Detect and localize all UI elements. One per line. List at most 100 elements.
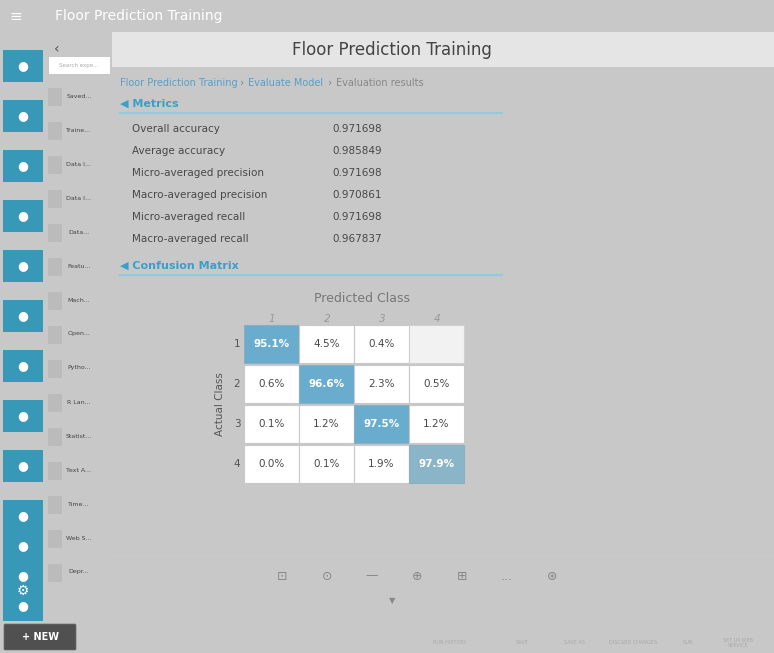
Text: 0.971698: 0.971698 [332,168,382,178]
Text: 0.971698: 0.971698 [332,124,382,134]
Text: ●: ● [18,259,29,272]
FancyBboxPatch shape [3,100,43,132]
FancyBboxPatch shape [48,258,62,276]
Text: SAVE: SAVE [515,641,529,646]
FancyBboxPatch shape [48,428,62,446]
Text: Evaluate Model: Evaluate Model [248,78,323,88]
Text: Data...: Data... [68,229,90,234]
FancyBboxPatch shape [3,150,43,182]
FancyBboxPatch shape [3,350,43,382]
FancyBboxPatch shape [3,400,43,432]
FancyBboxPatch shape [354,325,409,363]
Text: ●: ● [18,599,29,613]
Text: R Lan...: R Lan... [67,400,91,404]
Text: ●: ● [18,569,29,582]
Text: ●: ● [18,59,29,72]
Text: ●: ● [18,509,29,522]
Text: Micro-averaged precision: Micro-averaged precision [132,168,264,178]
FancyBboxPatch shape [299,325,354,363]
Text: 2: 2 [324,314,330,324]
Text: Statist...: Statist... [66,434,92,439]
FancyBboxPatch shape [3,560,43,592]
Text: Evaluation results: Evaluation results [336,78,423,88]
Text: Search expe...: Search expe... [60,63,99,67]
Text: 4: 4 [234,459,240,469]
Text: ‹: ‹ [54,42,60,56]
Text: 0.0%: 0.0% [259,459,285,469]
Text: Open...: Open... [67,332,91,336]
Text: Floor Prediction Training: Floor Prediction Training [55,9,222,23]
FancyBboxPatch shape [48,394,62,412]
Text: 97.5%: 97.5% [363,419,399,429]
Text: SAVE AS: SAVE AS [563,641,584,646]
FancyBboxPatch shape [48,224,62,242]
FancyBboxPatch shape [3,50,43,82]
FancyBboxPatch shape [409,405,464,443]
Text: 1.9%: 1.9% [368,459,395,469]
Text: ›: › [328,78,332,88]
Text: ●: ● [18,159,29,172]
Text: Traine...: Traine... [67,127,91,133]
FancyBboxPatch shape [112,32,774,67]
Text: RUN HISTORY: RUN HISTORY [433,641,467,646]
FancyBboxPatch shape [3,590,43,622]
FancyBboxPatch shape [48,292,62,310]
Text: ●: ● [18,409,29,422]
Text: Saved...: Saved... [67,93,91,99]
FancyBboxPatch shape [409,365,464,403]
Text: Depr...: Depr... [69,569,89,575]
Text: 0.971698: 0.971698 [332,212,382,222]
FancyBboxPatch shape [48,122,62,140]
Text: Floor Prediction Training: Floor Prediction Training [292,41,492,59]
Text: Average accuracy: Average accuracy [132,146,225,156]
Text: ●: ● [18,539,29,552]
FancyBboxPatch shape [299,365,354,403]
FancyBboxPatch shape [48,530,62,548]
Text: 97.9%: 97.9% [419,459,454,469]
FancyBboxPatch shape [3,250,43,282]
FancyBboxPatch shape [48,564,62,582]
FancyBboxPatch shape [244,405,299,443]
FancyBboxPatch shape [48,88,62,106]
Text: ●: ● [18,210,29,223]
Text: 4: 4 [433,314,440,324]
Text: 1: 1 [234,339,240,349]
FancyBboxPatch shape [409,445,464,483]
Text: 0.967837: 0.967837 [332,234,382,244]
FancyBboxPatch shape [3,450,43,482]
FancyBboxPatch shape [3,530,43,562]
Text: Macro-averaged recall: Macro-averaged recall [132,234,248,244]
Text: Time...: Time... [68,502,90,507]
Text: Actual Class: Actual Class [215,372,225,436]
Text: ⊛: ⊛ [546,569,557,582]
Text: Featu...: Featu... [67,264,91,268]
Text: 1.2%: 1.2% [423,419,450,429]
FancyBboxPatch shape [244,445,299,483]
Text: DISCARD CHANGES: DISCARD CHANGES [609,641,657,646]
FancyBboxPatch shape [244,365,299,403]
Text: RUN: RUN [683,641,694,646]
Text: 2: 2 [234,379,240,389]
FancyBboxPatch shape [48,462,62,480]
Text: 0.5%: 0.5% [423,379,450,389]
Text: 96.6%: 96.6% [308,379,344,389]
Text: Data I...: Data I... [67,161,91,167]
Text: Text A...: Text A... [67,468,91,473]
FancyBboxPatch shape [299,405,354,443]
FancyBboxPatch shape [48,56,110,74]
FancyBboxPatch shape [3,500,43,532]
FancyBboxPatch shape [3,300,43,332]
Text: ⊡: ⊡ [277,569,287,582]
Text: ...: ... [501,569,513,582]
FancyBboxPatch shape [409,325,464,363]
Text: —: — [366,569,378,582]
Text: ≡: ≡ [9,8,22,24]
Text: 2.3%: 2.3% [368,379,395,389]
FancyBboxPatch shape [4,624,76,650]
Text: ●: ● [18,110,29,123]
Text: Micro-averaged recall: Micro-averaged recall [132,212,245,222]
Text: ◀ Confusion Matrix: ◀ Confusion Matrix [120,261,238,271]
Text: ●: ● [18,460,29,473]
Text: 4.5%: 4.5% [313,339,340,349]
Text: 0.970861: 0.970861 [332,190,382,200]
